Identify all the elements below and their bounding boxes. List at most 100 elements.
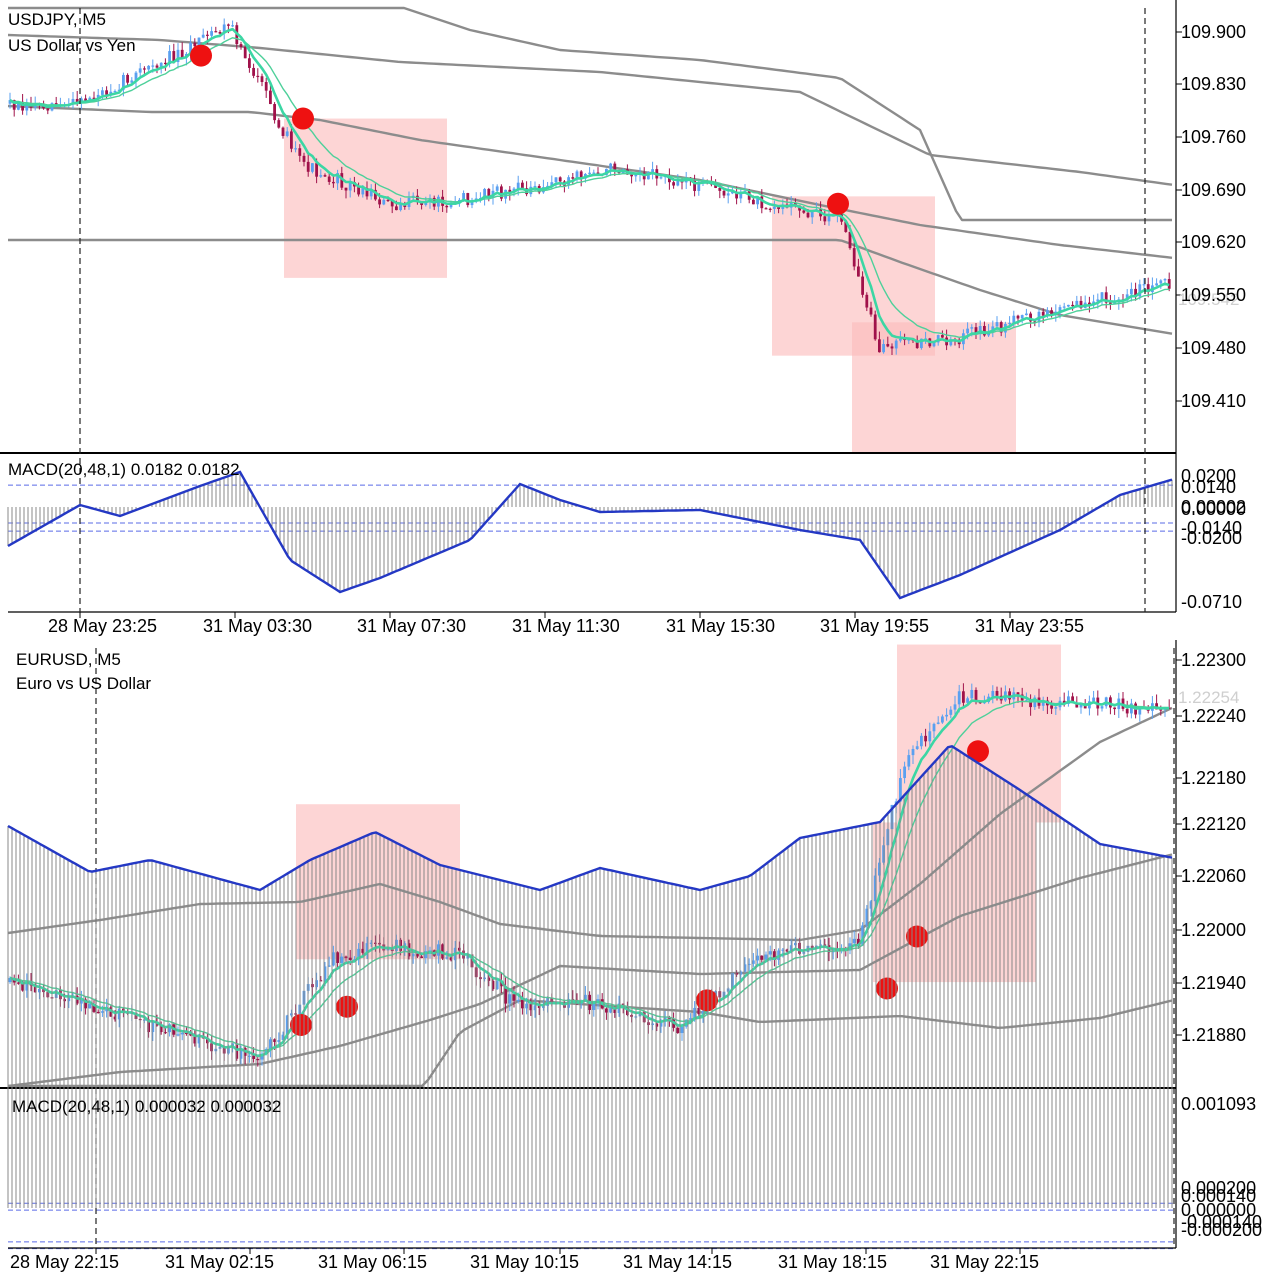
candle-body xyxy=(731,192,734,194)
candle-body xyxy=(626,1007,629,1016)
candle-body xyxy=(71,98,75,104)
price-axis-label: 1.21940 xyxy=(1181,973,1247,993)
candle-body xyxy=(676,180,680,186)
candle-body xyxy=(1029,700,1032,708)
envelope-line xyxy=(7,104,1173,259)
candle-body xyxy=(966,328,969,334)
macd-line xyxy=(7,745,1173,892)
price-axis-label: 1.22120 xyxy=(1181,814,1247,834)
candle-body xyxy=(1067,304,1070,307)
macd-axis-label: 0.00002 xyxy=(1181,497,1247,517)
candle-body xyxy=(899,778,902,802)
candle-body xyxy=(315,980,318,988)
candle-body xyxy=(932,723,936,732)
candle-body xyxy=(92,1004,96,1012)
candle-body xyxy=(546,185,549,188)
candle-body xyxy=(932,342,936,347)
candle-body xyxy=(878,339,881,353)
candle-body xyxy=(264,81,268,91)
candle-body xyxy=(722,190,726,196)
candle-body xyxy=(915,746,919,749)
candle-body xyxy=(1033,697,1037,708)
candle-body xyxy=(92,97,96,100)
candle-body xyxy=(441,944,444,959)
candle-body xyxy=(579,171,583,179)
candle-body xyxy=(75,98,79,103)
candle-body xyxy=(332,181,335,184)
candle-body xyxy=(138,68,142,73)
price-axis-label: 109.620 xyxy=(1181,232,1247,252)
candle-body xyxy=(659,177,663,179)
candle-body xyxy=(420,202,423,205)
candle-body xyxy=(857,938,860,946)
candle-body xyxy=(1113,302,1116,304)
candle-body xyxy=(1104,292,1108,303)
candle-body xyxy=(1092,697,1095,702)
macd-axis-label: 0.00000 xyxy=(1181,499,1247,519)
candle-body xyxy=(369,189,373,197)
usdjpy-chart-canvas[interactable] xyxy=(0,0,1280,640)
macd-axis-label: 0.000000 xyxy=(1181,1200,1257,1220)
candle-body xyxy=(1109,302,1112,304)
candle-body xyxy=(760,955,764,960)
eurusd-chart-panel[interactable]: EURUSD, M5 Euro vs US Dollar MACD(20,48,… xyxy=(0,640,1280,1280)
time-axis-label: 31 May 02:15 xyxy=(165,1252,275,1272)
candle-body xyxy=(96,94,100,100)
candle-body xyxy=(332,952,335,966)
candle-body xyxy=(592,172,596,174)
candle-body xyxy=(768,951,772,955)
time-axis-label: 28 May 22:15 xyxy=(10,1252,120,1272)
candle-body xyxy=(164,62,167,65)
candle-body xyxy=(970,327,974,329)
macd-axis-label: 0.0200 xyxy=(1181,466,1237,486)
candle-body xyxy=(1159,280,1163,284)
candle-body xyxy=(806,212,810,218)
candle-body xyxy=(281,127,285,136)
price-axis-label: 109.550 xyxy=(1181,285,1247,305)
candle-body xyxy=(235,1043,239,1059)
candle-body xyxy=(785,949,789,952)
candle-body xyxy=(735,192,738,199)
envelope-line xyxy=(7,706,1173,942)
candle-body xyxy=(327,176,331,182)
usdjpy-chart-panel[interactable]: USDJPY, M5 US Dollar vs Yen MACD(20,48,1… xyxy=(0,0,1280,640)
candle-body xyxy=(1050,310,1053,315)
candle-body xyxy=(239,44,243,47)
candle-body xyxy=(420,956,423,959)
signal-marker-dot xyxy=(190,44,212,67)
candle-body xyxy=(1155,283,1158,286)
candle-body xyxy=(1071,304,1074,307)
candle-body xyxy=(252,1055,255,1059)
candle-body xyxy=(416,195,419,203)
candle-body xyxy=(449,957,453,961)
time-axis-label: 31 May 07:30 xyxy=(357,616,467,636)
time-axis-label: 31 May 10:15 xyxy=(470,1252,580,1272)
candle-body xyxy=(319,175,323,177)
signal-marker-dot xyxy=(876,977,898,1000)
candle-body xyxy=(1146,284,1150,293)
usdjpy-current-price-tag: 109.542 xyxy=(1178,290,1240,309)
candle-body xyxy=(974,327,978,334)
candle-body xyxy=(1016,692,1020,695)
candle-body xyxy=(147,1019,150,1033)
candle-body xyxy=(214,31,218,33)
candle-body xyxy=(277,120,281,128)
candle-body xyxy=(584,994,587,1002)
candle-body xyxy=(1033,321,1037,323)
candle-body xyxy=(512,994,516,1001)
candle-body xyxy=(151,65,155,67)
candle-body xyxy=(857,266,860,277)
candle-body xyxy=(390,200,394,207)
candle-body xyxy=(206,1038,209,1044)
candle-body xyxy=(873,875,877,902)
candle-body xyxy=(894,340,898,349)
candle-body xyxy=(609,1007,612,1013)
candle-body xyxy=(810,210,814,218)
signal-marker-dot xyxy=(906,925,928,948)
candle-body xyxy=(340,173,344,188)
candle-body xyxy=(756,955,759,961)
candle-body xyxy=(193,1035,197,1044)
macd-axis-label: -0.0710 xyxy=(1181,592,1243,612)
candle-body xyxy=(319,980,323,982)
eurusd-chart-canvas[interactable] xyxy=(0,640,1280,1280)
